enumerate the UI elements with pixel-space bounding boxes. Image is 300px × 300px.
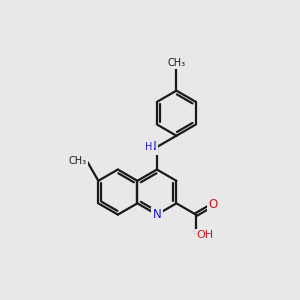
Text: CH₃: CH₃ — [69, 156, 87, 166]
Text: CH₃: CH₃ — [167, 58, 185, 68]
Text: N: N — [148, 140, 157, 154]
Text: N: N — [152, 208, 161, 221]
Text: OH: OH — [196, 230, 213, 240]
Text: H: H — [145, 142, 152, 152]
Text: O: O — [209, 198, 218, 211]
